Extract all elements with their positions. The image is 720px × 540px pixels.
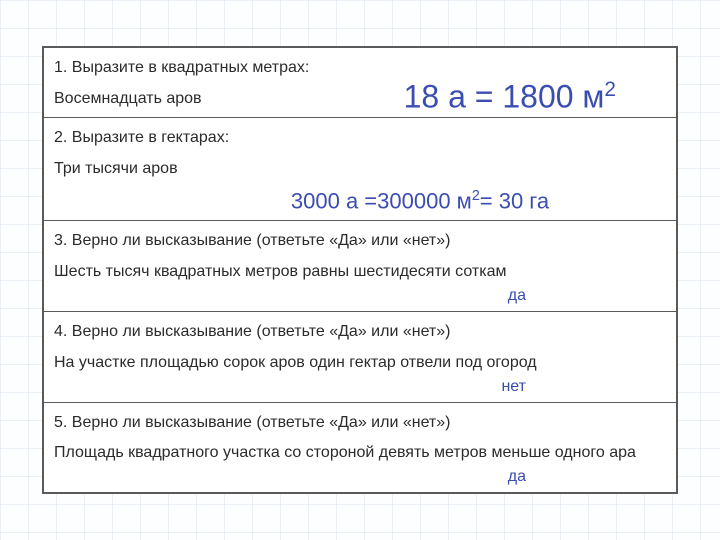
answer-text: 18 а = 1800 м2	[404, 78, 616, 116]
table-row: 4. Верно ли высказывание (ответьте «Да» …	[44, 312, 676, 403]
squared-superscript: 2	[604, 78, 616, 101]
prompt-text: 4. Верно ли высказывание (ответьте «Да» …	[54, 320, 666, 376]
prompt-line: 2. Выразите в гектарах:	[54, 126, 666, 151]
prompt-line: Шесть тысяч квадратных метров равны шест…	[54, 260, 666, 285]
answer-pre: 3000 а =300000 м	[291, 188, 472, 213]
table-row: 5. Верно ли высказывание (ответьте «Да» …	[44, 403, 676, 493]
prompt-line: Три тысячи аров	[54, 157, 666, 182]
table-row: 2. Выразите в гектарах: Три тысячи аров …	[44, 118, 676, 221]
quiz-table: 1. Выразите в квадратных метрах: Восемна…	[42, 46, 678, 494]
squared-superscript: 2	[472, 188, 480, 204]
answer-text: да	[54, 287, 666, 305]
prompt-line: 3. Верно ли высказывание (ответьте «Да» …	[54, 229, 666, 254]
answer-value: 18 а = 1800 м	[404, 79, 605, 115]
prompt-text: 5. Верно ли высказывание (ответьте «Да» …	[54, 411, 666, 467]
prompt-line: Площадь квадратного участка со стороной …	[54, 441, 666, 466]
prompt-text: 2. Выразите в гектарах: Три тысячи аров	[54, 126, 666, 182]
answer-post: = 30 га	[480, 188, 549, 213]
table-row: 3. Верно ли высказывание (ответьте «Да» …	[44, 221, 676, 312]
prompt-line: 4. Верно ли высказывание (ответьте «Да» …	[54, 320, 666, 345]
prompt-text: 3. Верно ли высказывание (ответьте «Да» …	[54, 229, 666, 285]
answer-text: 3000 а =300000 м2= 30 га	[54, 188, 666, 214]
prompt-line: 5. Верно ли высказывание (ответьте «Да» …	[54, 411, 666, 436]
answer-text: нет	[54, 378, 666, 396]
prompt-line: На участке площадью сорок аров один гект…	[54, 351, 666, 376]
answer-text: да	[54, 468, 666, 486]
table-row: 1. Выразите в квадратных метрах: Восемна…	[44, 48, 676, 119]
